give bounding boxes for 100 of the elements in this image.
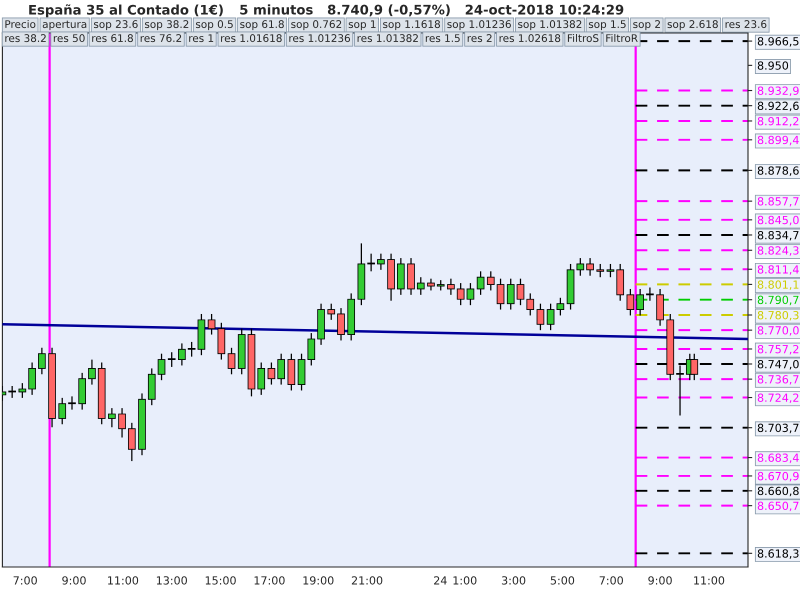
y-tick-label: 8.922,6 — [758, 102, 799, 112]
x-tick-label: 11:00 — [108, 576, 138, 585]
y-tick-label: 8.824,3 — [758, 246, 799, 256]
candlestick — [536, 303, 544, 331]
candlestick — [228, 347, 236, 375]
y-tick-label: 8.670,9 — [758, 472, 799, 482]
candlestick — [447, 278, 455, 296]
annotation: res 1.01382 — [358, 34, 418, 42]
x-tick-label: 24 — [434, 576, 447, 584]
y-tick-label: 8.703,7 — [758, 424, 798, 434]
x-tick-label: 11:00 — [694, 576, 724, 585]
candlestick — [626, 288, 634, 316]
x-tick-label: 5:00 — [550, 576, 574, 585]
chart-subtitle: 5 minutos 8.740,9 (-0,57%) 24-oct-2018 10:24:29 — [240, 4, 624, 16]
candlestick — [546, 303, 554, 331]
candlestick — [38, 347, 46, 375]
x-tick-label: 13:00 — [156, 576, 187, 585]
annotation: res 50 — [54, 34, 85, 42]
text: sop 1.1618 — [383, 20, 440, 30]
annotation: res 1.02618 — [500, 34, 560, 42]
text: sop 1 — [348, 20, 376, 30]
candlestick — [28, 362, 36, 396]
y-tick-label: 8.660,8 — [758, 486, 799, 496]
candlestick — [188, 341, 196, 358]
candlestick — [108, 408, 116, 428]
text: sop 2.618 — [668, 20, 718, 30]
x-tick-label: 17:00 — [254, 576, 285, 585]
annotation: res 1.01236 — [289, 34, 350, 42]
text: sop 0.762 — [291, 20, 342, 30]
text: sop 61.8 — [240, 20, 284, 30]
candlestick — [486, 270, 495, 292]
text: sop 1.5 — [588, 20, 626, 30]
y-tick-label: 8.966,5 — [758, 37, 798, 47]
text: sop 38.2 — [144, 20, 188, 30]
y-tick-label: 8.780,3 — [758, 310, 799, 321]
text: sop 1.01236 — [447, 20, 511, 30]
annotation: res 1.01618 — [221, 34, 282, 42]
candlestick — [58, 397, 66, 425]
y-tick-label: 8.899,4 — [758, 136, 799, 146]
y-tick-label: 8.790,7 — [758, 296, 798, 306]
y-tick-label: 8.845,0 — [758, 216, 799, 226]
candlestick — [118, 408, 126, 438]
candlestick — [516, 278, 524, 306]
y-tick-label: 8.747,0 — [758, 360, 799, 370]
candlestick — [690, 353, 698, 381]
y-tick-label: 8.834,7 — [758, 230, 798, 240]
y-tick-label: 8.950 — [758, 61, 788, 70]
candlestick — [506, 278, 515, 310]
candlestick — [436, 280, 445, 292]
candlestick — [18, 382, 26, 398]
y-tick-label: 8.650,7 — [758, 502, 798, 512]
annotation: FiltroR — [606, 34, 638, 42]
candlestick — [168, 352, 176, 368]
candlestick — [416, 276, 425, 296]
candlestick — [327, 303, 336, 320]
text: Precio — [5, 20, 36, 28]
candlestick — [646, 286, 654, 302]
x-tick-label: 15:00 — [206, 576, 236, 585]
candlestick — [128, 422, 136, 462]
y-tick-label: 8.811,4 — [758, 265, 799, 275]
candlestick — [277, 353, 286, 386]
candlestick — [88, 358, 96, 386]
x-tick-label: 3:00 — [502, 576, 526, 585]
text: sop 2 — [633, 20, 660, 30]
x-tick-label: 19:00 — [303, 576, 334, 585]
candlestick — [636, 288, 644, 316]
y-tick-label: 8.912,2 — [758, 116, 798, 126]
candlestick — [307, 332, 316, 366]
candlestick — [476, 270, 484, 296]
text: sop 0.5 — [196, 20, 233, 30]
y-tick-label: 8.770,0 — [758, 326, 799, 336]
candlestick — [377, 253, 385, 270]
x-tick-label: 7:00 — [14, 576, 37, 585]
y-tick-label: 8.932,9 — [758, 86, 799, 96]
y-tick-label: 8.724,2 — [758, 394, 798, 404]
candlestick — [586, 257, 594, 276]
chart-title: España 35 al Contado (1€) — [29, 4, 223, 18]
candlestick — [576, 257, 584, 276]
annotation: res 1 — [189, 34, 214, 42]
candlestick — [257, 362, 266, 396]
x-tick-label: 21:00 — [352, 576, 382, 585]
candlestick — [8, 385, 16, 398]
y-tick-label: 8.736,7 — [758, 375, 798, 385]
y-tick-label: 8.618,3 — [758, 549, 799, 559]
annotation: res 1.5 — [426, 34, 460, 42]
candlestick — [526, 292, 534, 316]
candlestick — [427, 278, 435, 292]
y-tick-label: 8.857,7 — [758, 197, 798, 207]
candlestick — [456, 282, 465, 306]
candlestick — [466, 282, 474, 306]
candlestick — [496, 278, 504, 310]
candlestick — [178, 342, 186, 366]
annotation: res 76.2 — [140, 34, 182, 42]
text: res 23.6 — [726, 20, 766, 28]
candlestick — [337, 307, 345, 342]
x-tick-label: 9:00 — [62, 576, 86, 585]
candlestick — [367, 253, 375, 272]
x-tick-label: 7:00 — [600, 576, 623, 585]
candlestick — [208, 313, 216, 336]
candlestick — [158, 353, 166, 381]
